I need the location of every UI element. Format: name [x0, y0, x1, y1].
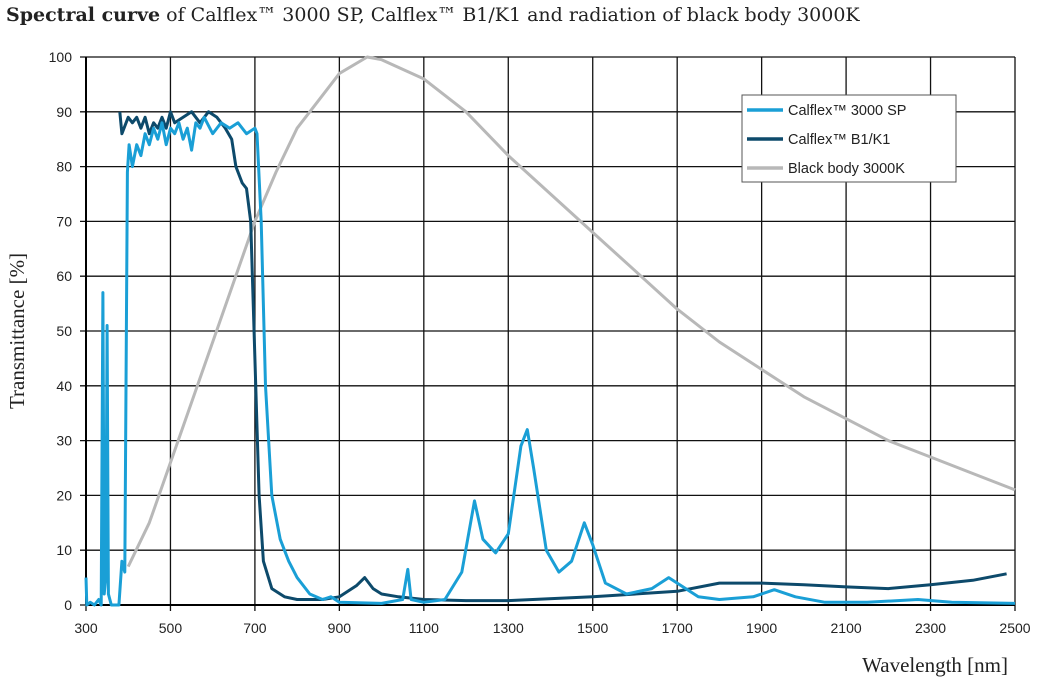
y-tick-label: 30	[56, 433, 72, 449]
x-tick-label: 900	[328, 620, 352, 636]
legend: Calflex™ 3000 SP Calflex™ B1/K1 Black body…	[741, 94, 957, 183]
x-tick-label: 2100	[831, 620, 862, 636]
chart-title: Spectral curve of Calflex™ 3000 SP, Calf…	[6, 4, 860, 26]
y-tick-label: 90	[56, 104, 72, 120]
x-tick-label: 1700	[662, 620, 693, 636]
x-tick-label: 300	[74, 620, 98, 636]
y-axis-label: Transmittance [%]	[5, 253, 29, 409]
x-tick-label: 1100	[409, 620, 439, 636]
y-tick-label: 20	[56, 487, 72, 503]
x-axis-label: Wavelength [nm]	[862, 653, 1008, 677]
y-tick-label: 80	[56, 159, 72, 175]
x-tick-label: 500	[159, 620, 183, 636]
title-bold: Spectral curve	[6, 4, 161, 26]
x-tick-label: 700	[243, 620, 267, 636]
y-tick-label: 10	[56, 542, 72, 558]
x-tick-label: 1900	[746, 620, 777, 636]
y-tick-label: 0	[64, 597, 72, 613]
y-tick-label: 40	[56, 378, 72, 394]
y-tick-label: 60	[56, 268, 72, 284]
x-tick-label: 2300	[915, 620, 946, 636]
y-tick-label: 50	[56, 323, 72, 339]
series-line-2	[126, 55, 1016, 568]
series-line-0	[84, 115, 1016, 607]
x-tick-label: 1300	[493, 620, 524, 636]
series-line-1	[118, 110, 1007, 603]
x-tick-label: 2500	[999, 620, 1030, 636]
y-tick-label: 100	[49, 49, 73, 65]
y-tick-label: 70	[56, 213, 72, 229]
title-rest: of Calflex™ 3000 SP, Calflex™ B1/K1 and …	[160, 4, 860, 26]
legend-entry: Calflex™ 3000 SP	[788, 103, 906, 119]
x-tick-label: 1500	[577, 620, 608, 636]
legend-entry: Calflex™ B1/K1	[788, 132, 890, 148]
legend-entry: Black body 3000K	[788, 161, 905, 177]
